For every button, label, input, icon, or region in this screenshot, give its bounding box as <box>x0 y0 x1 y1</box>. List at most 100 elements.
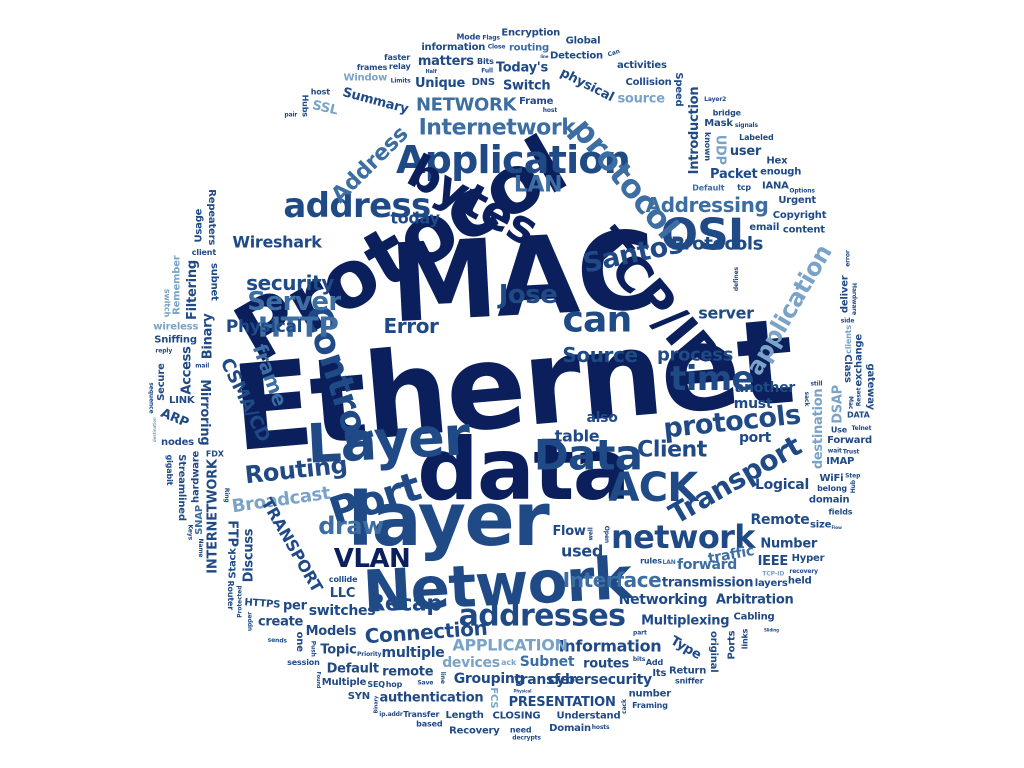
word-86: INTERNETWORK <box>205 458 220 574</box>
word-189: Speed <box>673 72 684 106</box>
word-216: Bits <box>477 57 494 66</box>
word-324: decrypts <box>512 735 541 742</box>
word-105: Flow <box>552 524 585 539</box>
word-295: Save <box>417 680 433 687</box>
word-172: Usage <box>194 208 205 242</box>
word-353: host <box>543 107 558 114</box>
word-156: Sniffing <box>154 334 197 345</box>
word-311: side <box>841 317 855 324</box>
word-163: deliver <box>839 275 850 313</box>
word-196: clients <box>844 325 853 354</box>
word-373: Keys <box>186 524 193 540</box>
word-330: hosts <box>592 724 610 731</box>
word-328: signals <box>735 122 759 129</box>
word-121: hardware <box>190 450 201 502</box>
word-56: APPLICATION <box>452 636 567 655</box>
word-159: Multiple <box>322 677 367 688</box>
word-100: UDP <box>712 135 727 165</box>
word-378: Open <box>603 526 610 543</box>
word-223: host <box>311 87 330 96</box>
word-29: draw <box>318 512 384 540</box>
word-307: cack <box>621 698 628 714</box>
word-38: Interface <box>563 568 662 592</box>
word-88: Arbitration <box>716 592 794 607</box>
word-58: Subnet <box>520 654 575 670</box>
word-377: Close <box>488 43 506 50</box>
word-9: Application <box>396 138 630 182</box>
word-36: Error <box>384 314 440 338</box>
word-77: physical <box>558 65 617 105</box>
word-39: Recap <box>368 592 441 617</box>
word-26: Server <box>247 287 341 317</box>
word-239: collide <box>329 575 358 584</box>
word-190: Hex <box>766 155 788 166</box>
word-210: faster <box>384 53 410 62</box>
word-116: Frame <box>519 96 553 107</box>
word-16: can <box>562 300 631 341</box>
word-66: traffic <box>707 543 755 567</box>
word-108: Filtering <box>185 260 200 320</box>
word-381: Flags <box>482 35 500 42</box>
word-281: Framing <box>632 701 668 710</box>
word-310: reply <box>155 347 172 354</box>
word-8: Data <box>534 431 642 480</box>
word-112: SSL <box>311 98 339 118</box>
word-183: Hyper <box>792 553 825 564</box>
word-85: PRESENTATION <box>509 695 616 710</box>
word-158: enough <box>760 167 801 178</box>
word-265: belong <box>817 484 847 493</box>
word-358: Full <box>481 68 493 75</box>
word-155: Streamlined <box>176 454 187 521</box>
word-250: frames <box>357 63 388 72</box>
word-70: transfer <box>514 672 576 688</box>
word-178: Global <box>566 36 601 47</box>
word-81: Packet <box>710 167 757 182</box>
word-10: address <box>283 186 430 226</box>
word-174: held <box>788 575 812 586</box>
word-69: Grouping <box>454 671 525 687</box>
word-354: Priority <box>357 651 382 658</box>
word-348: Hardware <box>851 283 858 315</box>
word-35: security <box>246 271 334 295</box>
word-131: Cabling <box>734 612 775 623</box>
word-60: used <box>561 542 603 561</box>
word-17: time <box>670 359 754 399</box>
word-283: need <box>510 726 532 735</box>
word-296: mail <box>195 362 209 369</box>
word-195: Default <box>692 183 724 192</box>
word-80: Summary <box>341 85 411 117</box>
word-32: LAN <box>514 173 562 198</box>
word-53: Remote <box>751 512 810 528</box>
word-340: upper <box>246 612 253 631</box>
word-198: SEQ <box>367 680 385 689</box>
word-59: multiple <box>382 645 445 661</box>
word-106: Topic <box>320 642 356 657</box>
word-52: Logical <box>755 477 809 493</box>
word-46: Physical <box>514 689 533 694</box>
word-332: bits <box>633 656 646 663</box>
word-54: forward <box>677 557 737 573</box>
word-297: still <box>810 381 822 388</box>
word-110: DSAP <box>830 385 845 424</box>
word-57: devices <box>442 655 500 671</box>
word-48: TRANSPORT <box>257 495 326 596</box>
word-206: client <box>192 248 217 257</box>
word-148: Return <box>669 665 706 676</box>
word-37: Client <box>637 438 708 463</box>
word-75: Multiplexing <box>641 614 729 629</box>
word-298: well <box>588 527 595 540</box>
word-46: Physical <box>226 317 302 337</box>
word-23: HTTP <box>258 311 339 344</box>
word-161: gateway <box>865 364 876 411</box>
word-135: exchange <box>854 334 865 387</box>
word-343: Limits <box>391 77 411 84</box>
word-363: Hub <box>850 479 857 493</box>
word-1: MAC <box>387 209 657 348</box>
word-67: Networking <box>619 592 708 608</box>
word-15: ACK <box>609 465 701 511</box>
word-119: email <box>749 222 779 233</box>
word-123: Length <box>446 710 484 721</box>
word-299: line <box>439 672 446 684</box>
word-379: Push <box>310 641 317 657</box>
